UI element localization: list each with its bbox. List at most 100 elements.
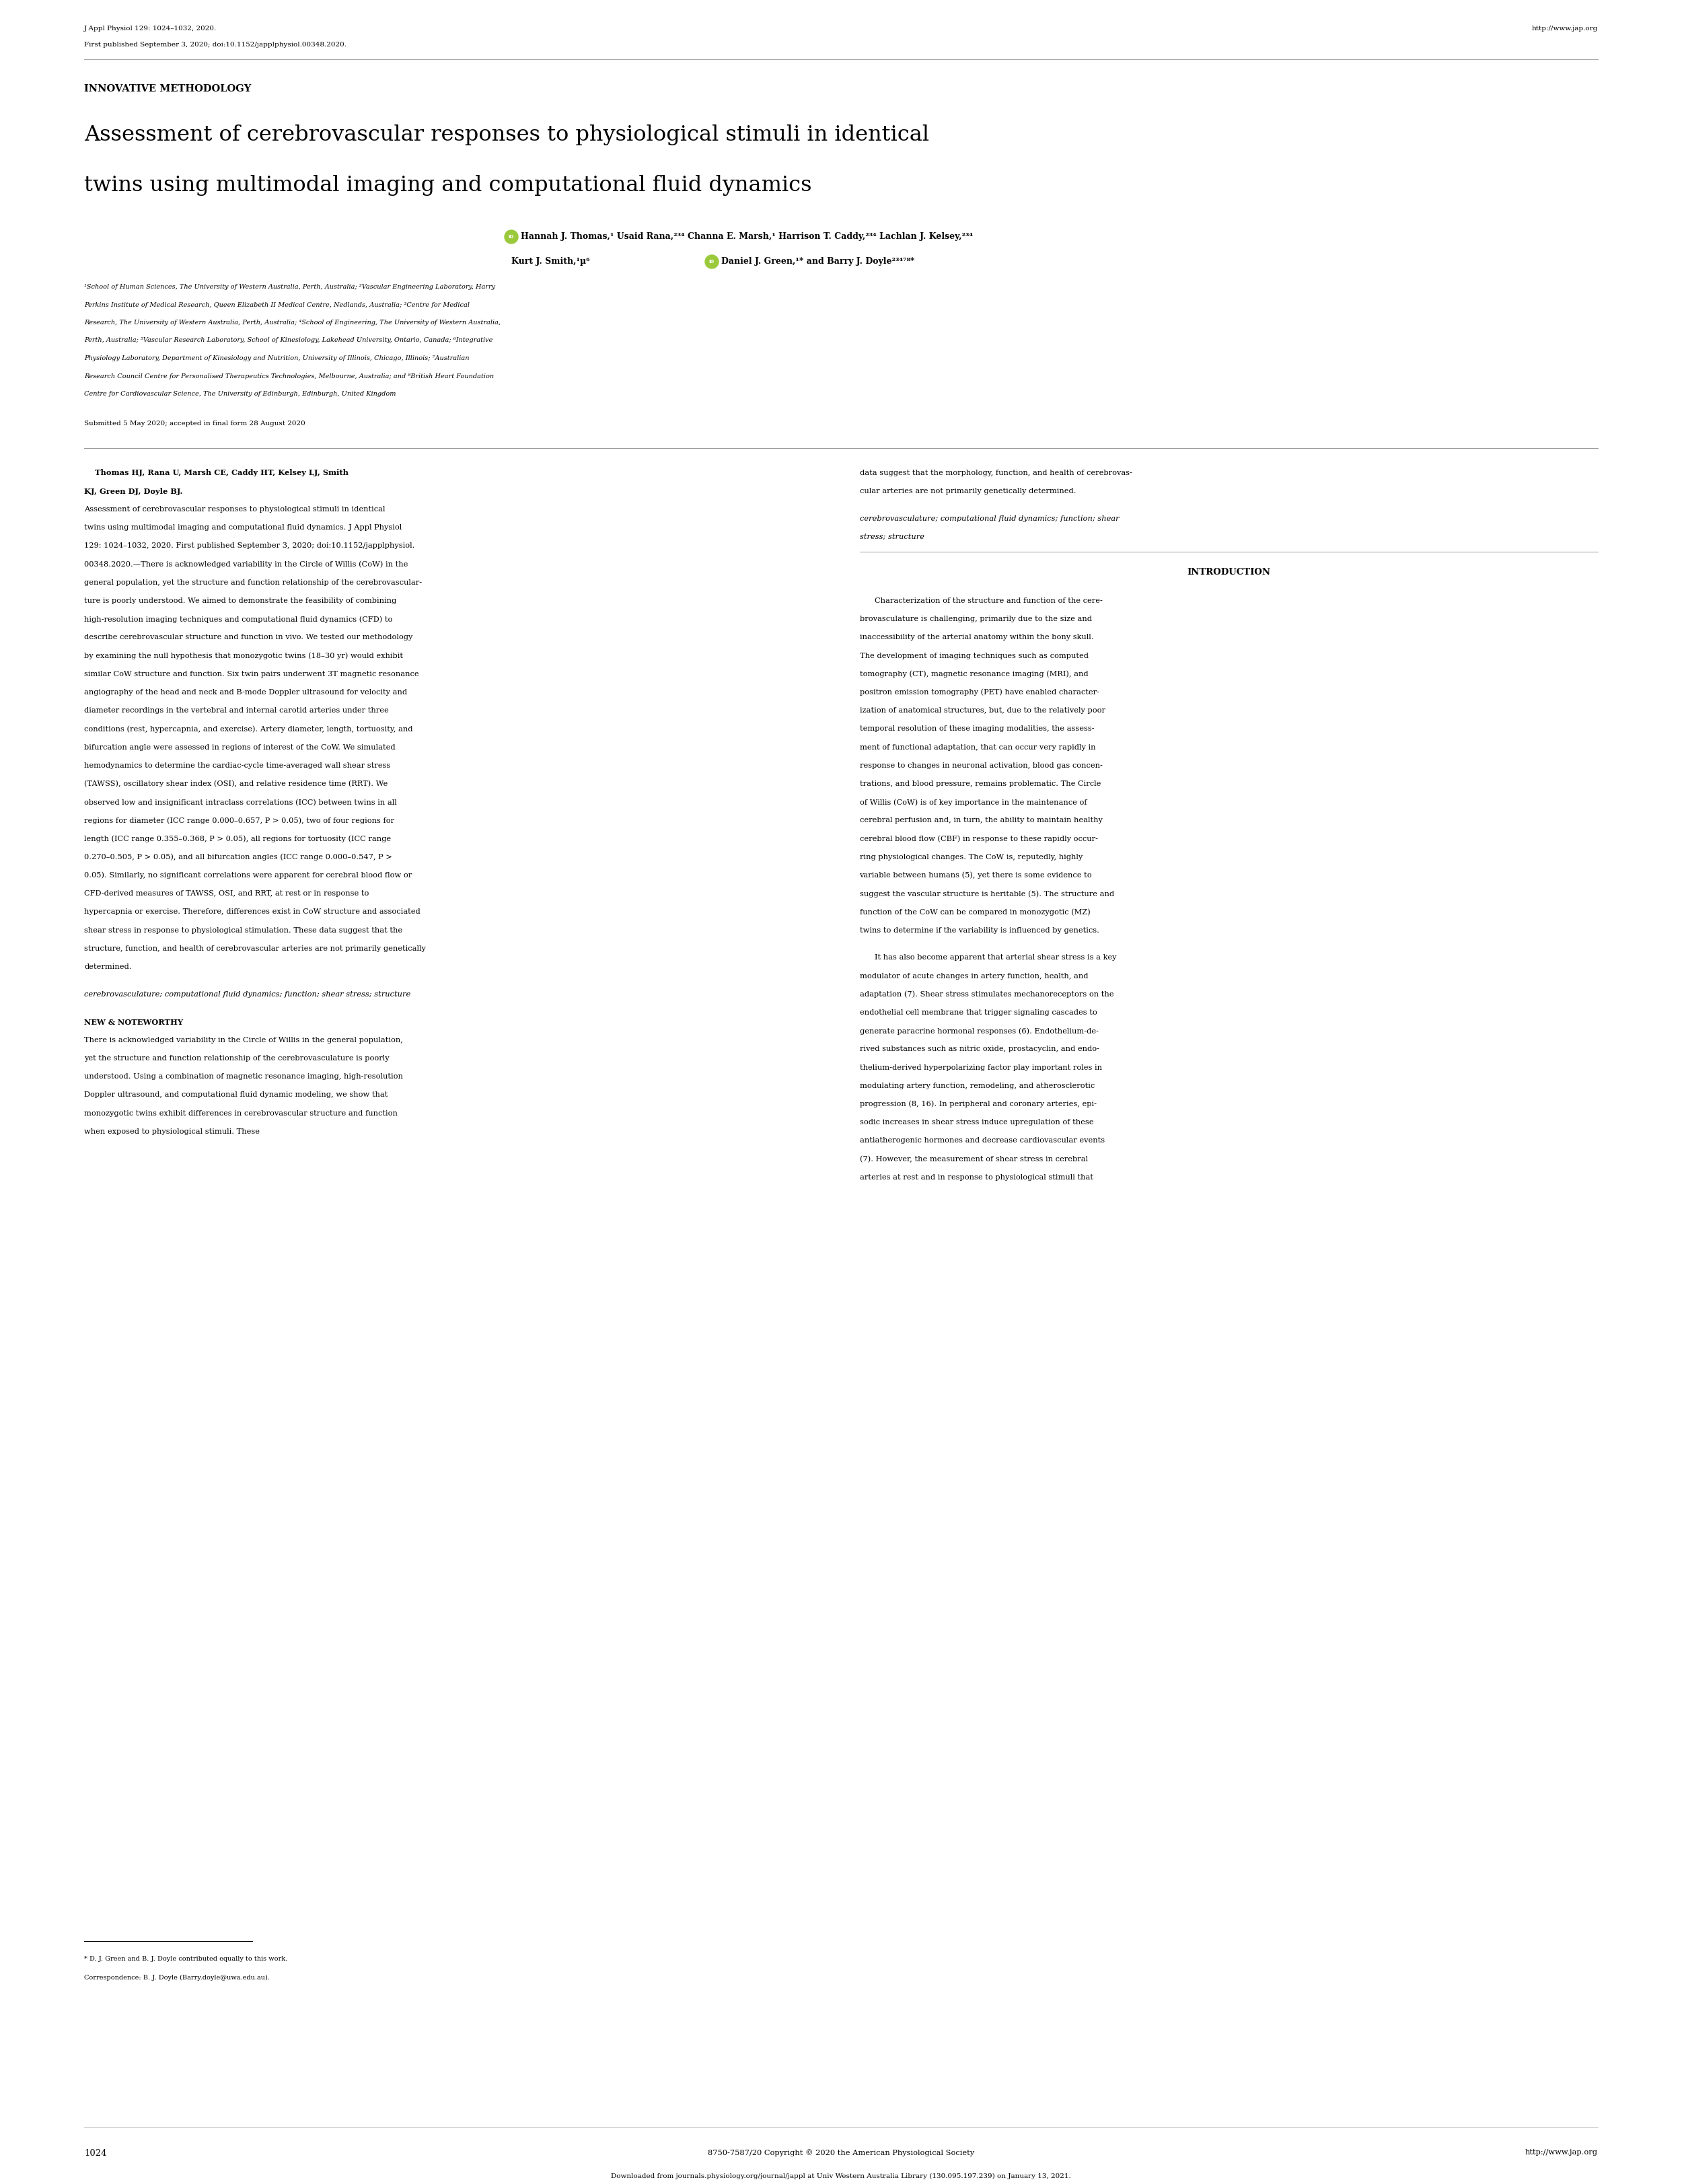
Text: length (ICC range 0.355–0.368, P > 0.05), all regions for tortuosity (ICC range: length (ICC range 0.355–0.368, P > 0.05)…: [84, 834, 390, 843]
Text: when exposed to physiological stimuli. These: when exposed to physiological stimuli. T…: [84, 1129, 259, 1136]
Text: Research Council Centre for Personalised Therapeutics Technologies, Melbourne, A: Research Council Centre for Personalised…: [84, 373, 495, 380]
Text: ring physiological changes. The CoW is, reputedly, highly: ring physiological changes. The CoW is, …: [860, 854, 1083, 860]
Text: suggest the vascular structure is heritable (5). The structure and: suggest the vascular structure is herita…: [860, 891, 1113, 898]
Text: tomography (CT), magnetic resonance imaging (MRI), and: tomography (CT), magnetic resonance imag…: [860, 670, 1088, 677]
Text: Research, The University of Western Australia, Perth, Australia; ⁴School of Engi: Research, The University of Western Aust…: [84, 319, 501, 325]
Text: angiography of the head and neck and B-mode Doppler ultrasound for velocity and: angiography of the head and neck and B-m…: [84, 688, 407, 697]
Text: Assessment of cerebrovascular responses to physiological stimuli in identical: Assessment of cerebrovascular responses …: [84, 507, 385, 513]
Text: Assessment of cerebrovascular responses to physiological stimuli in identical: Assessment of cerebrovascular responses …: [84, 124, 928, 146]
Text: Submitted 5 May 2020; accepted in final form 28 August 2020: Submitted 5 May 2020; accepted in final …: [84, 422, 306, 426]
Text: ture is poorly understood. We aimed to demonstrate the feasibility of combining: ture is poorly understood. We aimed to d…: [84, 598, 397, 605]
Text: general population, yet the structure and function relationship of the cerebrova: general population, yet the structure an…: [84, 579, 422, 585]
Text: cerebrovasculature; computational fluid dynamics; function; shear: cerebrovasculature; computational fluid …: [860, 515, 1119, 522]
Text: modulator of acute changes in artery function, health, and: modulator of acute changes in artery fun…: [860, 972, 1088, 978]
Text: Hannah J. Thomas,¹ Usaid Rana,²³⁴ Channa E. Marsh,¹ Harrison T. Caddy,²³⁴ Lachla: Hannah J. Thomas,¹ Usaid Rana,²³⁴ Channa…: [521, 232, 972, 240]
Text: Downloaded from journals.physiology.org/journal/jappl at Univ Western Australia : Downloaded from journals.physiology.org/…: [611, 2173, 1071, 2180]
Text: Thomas HJ, Rana U, Marsh CE, Caddy HT, Kelsey LJ, Smith: Thomas HJ, Rana U, Marsh CE, Caddy HT, K…: [84, 470, 348, 476]
Text: arteries at rest and in response to physiological stimuli that: arteries at rest and in response to phys…: [860, 1173, 1093, 1182]
Text: INTRODUCTION: INTRODUCTION: [1187, 568, 1270, 577]
Circle shape: [705, 256, 718, 269]
Text: (7). However, the measurement of shear stress in cerebral: (7). However, the measurement of shear s…: [860, 1155, 1088, 1162]
Text: bifurcation angle were assessed in regions of interest of the CoW. We simulated: bifurcation angle were assessed in regio…: [84, 745, 395, 751]
Circle shape: [505, 229, 518, 245]
Text: thelium-derived hyperpolarizing factor play important roles in: thelium-derived hyperpolarizing factor p…: [860, 1064, 1102, 1070]
Text: positron emission tomography (PET) have enabled character-: positron emission tomography (PET) have …: [860, 688, 1098, 697]
Text: ment of functional adaptation, that can occur very rapidly in: ment of functional adaptation, that can …: [860, 745, 1095, 751]
Text: The development of imaging techniques such as computed: The development of imaging techniques su…: [860, 653, 1088, 660]
Text: * D. J. Green and B. J. Doyle contributed equally to this work.: * D. J. Green and B. J. Doyle contribute…: [84, 1957, 288, 1961]
Text: temporal resolution of these imaging modalities, the assess-: temporal resolution of these imaging mod…: [860, 725, 1093, 732]
Text: describe cerebrovascular structure and function in vivo. We tested our methodolo: describe cerebrovascular structure and f…: [84, 633, 412, 640]
Text: NEW & NOTEWORTHY: NEW & NOTEWORTHY: [84, 1018, 183, 1026]
Text: INNOVATIVE METHODOLOGY: INNOVATIVE METHODOLOGY: [84, 85, 251, 94]
Text: twins using multimodal imaging and computational fluid dynamics. J Appl Physiol: twins using multimodal imaging and compu…: [84, 524, 402, 531]
Text: stress; structure: stress; structure: [860, 533, 923, 539]
Text: cerebrovasculature; computational fluid dynamics; function; shear stress; struct: cerebrovasculature; computational fluid …: [84, 992, 410, 998]
Text: 8750-7587/20 Copyright © 2020 the American Physiological Society: 8750-7587/20 Copyright © 2020 the Americ…: [708, 2149, 974, 2156]
Text: antiatherogenic hormones and decrease cardiovascular events: antiatherogenic hormones and decrease ca…: [860, 1138, 1105, 1144]
Text: Physiology Laboratory, Department of Kinesiology and Nutrition, University of Il: Physiology Laboratory, Department of Kin…: [84, 356, 469, 360]
Text: similar CoW structure and function. Six twin pairs underwent 3T magnetic resonan: similar CoW structure and function. Six …: [84, 670, 419, 677]
Text: observed low and insignificant intraclass correlations (ICC) between twins in al: observed low and insignificant intraclas…: [84, 799, 397, 806]
Text: Characterization of the structure and function of the cere-: Characterization of the structure and fu…: [875, 598, 1102, 605]
Text: trations, and blood pressure, remains problematic. The Circle: trations, and blood pressure, remains pr…: [860, 780, 1100, 786]
Text: twins to determine if the variability is influenced by genetics.: twins to determine if the variability is…: [860, 926, 1098, 933]
Text: function of the CoW can be compared in monozygotic (MZ): function of the CoW can be compared in m…: [860, 909, 1090, 915]
Text: 00348.2020.—There is acknowledged variability in the Circle of Willis (CoW) in t: 00348.2020.—There is acknowledged variab…: [84, 561, 409, 568]
Text: modulating artery function, remodeling, and atherosclerotic: modulating artery function, remodeling, …: [860, 1083, 1095, 1090]
Text: Centre for Cardiovascular Science, The University of Edinburgh, Edinburgh, Unite: Centre for Cardiovascular Science, The U…: [84, 391, 395, 397]
Text: ization of anatomical structures, but, due to the relatively poor: ization of anatomical structures, but, d…: [860, 708, 1105, 714]
Text: conditions (rest, hypercapnia, and exercise). Artery diameter, length, tortuosit: conditions (rest, hypercapnia, and exerc…: [84, 725, 412, 732]
Text: by examining the null hypothesis that monozygotic twins (18–30 yr) would exhibit: by examining the null hypothesis that mo…: [84, 653, 404, 660]
Text: structure, function, and health of cerebrovascular arteries are not primarily ge: structure, function, and health of cereb…: [84, 946, 426, 952]
Text: Correspondence: B. J. Doyle (Barry.doyle@uwa.edu.au).: Correspondence: B. J. Doyle (Barry.doyle…: [84, 1974, 269, 1981]
Text: cular arteries are not primarily genetically determined.: cular arteries are not primarily genetic…: [860, 487, 1076, 494]
Text: 129: 1024–1032, 2020. First published September 3, 2020; doi:10.1152/japplphysio: 129: 1024–1032, 2020. First published Se…: [84, 542, 415, 548]
Text: monozygotic twins exhibit differences in cerebrovascular structure and function: monozygotic twins exhibit differences in…: [84, 1109, 397, 1116]
Text: CFD-derived measures of TAWSS, OSI, and RRT, at rest or in response to: CFD-derived measures of TAWSS, OSI, and …: [84, 891, 368, 898]
Text: iD: iD: [508, 236, 515, 238]
Text: http://www.jap.org: http://www.jap.org: [1532, 26, 1598, 31]
Text: (TAWSS), oscillatory shear index (OSI), and relative residence time (RRT). We: (TAWSS), oscillatory shear index (OSI), …: [84, 780, 387, 788]
Text: 0.05). Similarly, no significant correlations were apparent for cerebral blood f: 0.05). Similarly, no significant correla…: [84, 871, 412, 878]
Text: Perkins Institute of Medical Research, Queen Elizabeth II Medical Centre, Nedlan: Perkins Institute of Medical Research, Q…: [84, 301, 469, 308]
Text: First published September 3, 2020; doi:10.1152/japplphysiol.00348.2020.: First published September 3, 2020; doi:1…: [84, 41, 346, 48]
Text: Doppler ultrasound, and computational fluid dynamic modeling, we show that: Doppler ultrasound, and computational fl…: [84, 1092, 389, 1099]
Text: 0.270–0.505, P > 0.05), and all bifurcation angles (ICC range 0.000–0.547, P >: 0.270–0.505, P > 0.05), and all bifurcat…: [84, 854, 392, 860]
Text: Kurt J. Smith,¹µ⁶: Kurt J. Smith,¹µ⁶: [511, 258, 590, 266]
Text: cerebral perfusion and, in turn, the ability to maintain healthy: cerebral perfusion and, in turn, the abi…: [860, 817, 1102, 823]
Text: There is acknowledged variability in the Circle of Willis in the general populat: There is acknowledged variability in the…: [84, 1037, 404, 1044]
Text: of Willis (CoW) is of key importance in the maintenance of: of Willis (CoW) is of key importance in …: [860, 799, 1087, 806]
Text: Daniel J. Green,¹* and Barry J. Doyle²³⁴⁷⁸*: Daniel J. Green,¹* and Barry J. Doyle²³⁴…: [722, 258, 915, 266]
Text: KJ, Green DJ, Doyle BJ.: KJ, Green DJ, Doyle BJ.: [84, 487, 183, 496]
Text: hypercapnia or exercise. Therefore, differences exist in CoW structure and assoc: hypercapnia or exercise. Therefore, diff…: [84, 909, 420, 915]
Text: data suggest that the morphology, function, and health of cerebrovas-: data suggest that the morphology, functi…: [860, 470, 1132, 476]
Text: sodic increases in shear stress induce upregulation of these: sodic increases in shear stress induce u…: [860, 1118, 1093, 1125]
Text: brovasculature is challenging, primarily due to the size and: brovasculature is challenging, primarily…: [860, 616, 1092, 622]
Text: http://www.jap.org: http://www.jap.org: [1526, 2149, 1598, 2156]
Text: shear stress in response to physiological stimulation. These data suggest that t: shear stress in response to physiologica…: [84, 926, 402, 933]
Text: response to changes in neuronal activation, blood gas concen-: response to changes in neuronal activati…: [860, 762, 1102, 769]
Text: Perth, Australia; ⁵Vascular Research Laboratory, School of Kinesiology, Lakehead: Perth, Australia; ⁵Vascular Research Lab…: [84, 336, 493, 343]
Text: regions for diameter (ICC range 0.000–0.657, P > 0.05), two of four regions for: regions for diameter (ICC range 0.000–0.…: [84, 817, 394, 823]
Text: endothelial cell membrane that trigger signaling cascades to: endothelial cell membrane that trigger s…: [860, 1009, 1097, 1016]
Text: ¹School of Human Sciences, The University of Western Australia, Perth, Australia: ¹School of Human Sciences, The Universit…: [84, 284, 495, 290]
Text: hemodynamics to determine the cardiac-cycle time-averaged wall shear stress: hemodynamics to determine the cardiac-cy…: [84, 762, 390, 769]
Text: progression (8, 16). In peripheral and coronary arteries, epi-: progression (8, 16). In peripheral and c…: [860, 1101, 1097, 1107]
Text: understood. Using a combination of magnetic resonance imaging, high-resolution: understood. Using a combination of magne…: [84, 1072, 404, 1079]
Text: twins using multimodal imaging and computational fluid dynamics: twins using multimodal imaging and compu…: [84, 175, 812, 197]
Text: iD: iD: [710, 260, 715, 264]
Text: high-resolution imaging techniques and computational fluid dynamics (CFD) to: high-resolution imaging techniques and c…: [84, 616, 392, 622]
Text: cerebral blood flow (CBF) in response to these rapidly occur-: cerebral blood flow (CBF) in response to…: [860, 834, 1098, 843]
Text: yet the structure and function relationship of the cerebrovasculature is poorly: yet the structure and function relations…: [84, 1055, 389, 1061]
Text: generate paracrine hormonal responses (6). Endothelium-de-: generate paracrine hormonal responses (6…: [860, 1026, 1098, 1035]
Text: inaccessibility of the arterial anatomy within the bony skull.: inaccessibility of the arterial anatomy …: [860, 633, 1093, 640]
Text: J Appl Physiol 129: 1024–1032, 2020.: J Appl Physiol 129: 1024–1032, 2020.: [84, 26, 217, 31]
Text: It has also become apparent that arterial shear stress is a key: It has also become apparent that arteria…: [875, 954, 1117, 961]
Text: adaptation (7). Shear stress stimulates mechanoreceptors on the: adaptation (7). Shear stress stimulates …: [860, 992, 1113, 998]
Text: diameter recordings in the vertebral and internal carotid arteries under three: diameter recordings in the vertebral and…: [84, 708, 389, 714]
Text: rived substances such as nitric oxide, prostacyclin, and endo-: rived substances such as nitric oxide, p…: [860, 1046, 1098, 1053]
Text: determined.: determined.: [84, 963, 131, 970]
Text: variable between humans (5), yet there is some evidence to: variable between humans (5), yet there i…: [860, 871, 1092, 878]
Text: 1024: 1024: [84, 2149, 106, 2158]
